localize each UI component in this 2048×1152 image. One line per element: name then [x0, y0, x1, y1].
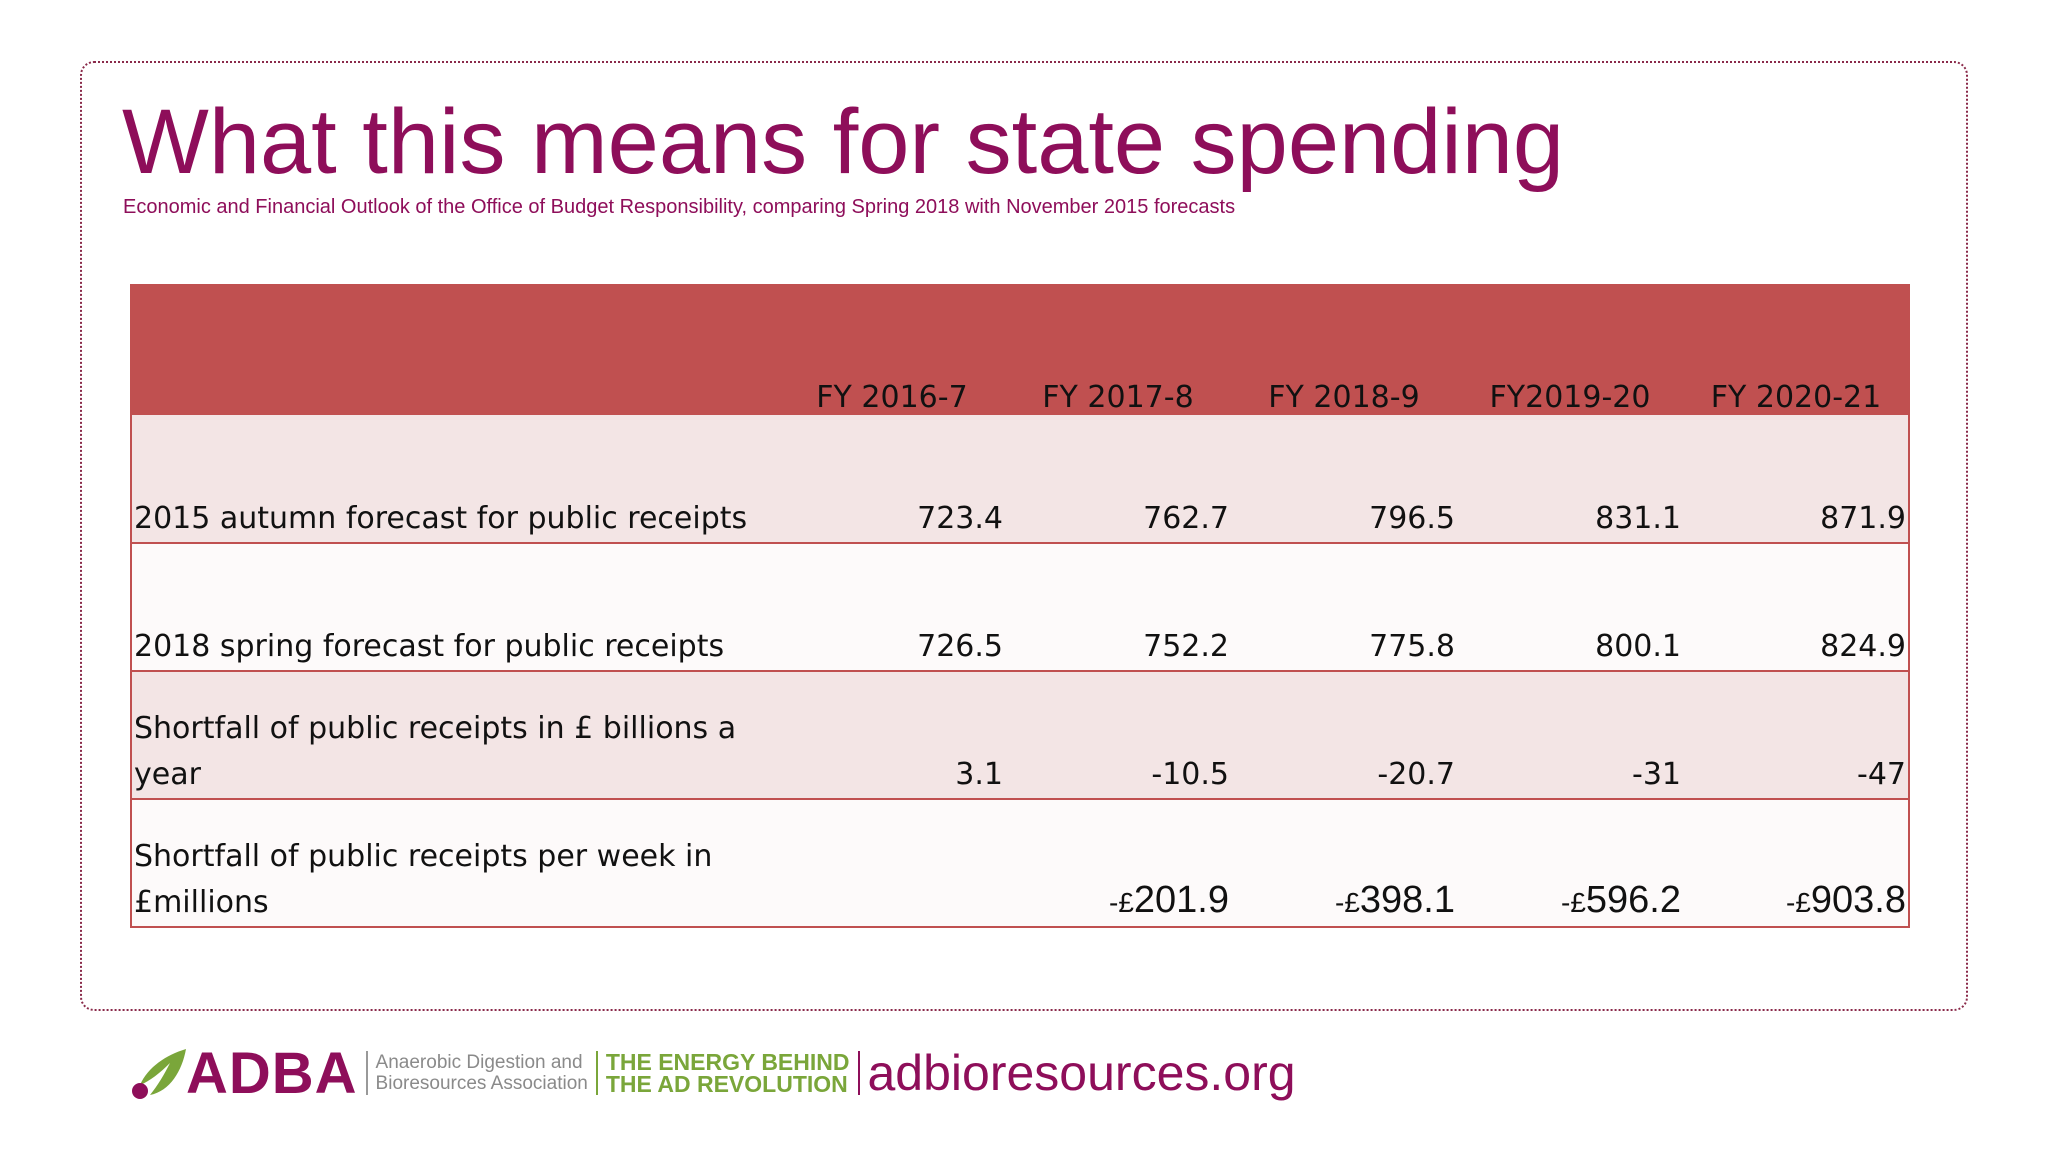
header-fy-2016-7: FY 2016-7	[778, 284, 1006, 415]
table-cell: -£398.1	[1231, 799, 1457, 928]
table-cell: 723.4	[779, 415, 1005, 544]
money-value: 596.2	[1585, 879, 1681, 921]
header-cell-blank	[130, 284, 780, 415]
table-cell: 831.1	[1457, 415, 1683, 544]
receipts-table: FY 2016-7 FY 2017-8 FY 2018-9 FY2019-20 …	[130, 284, 1910, 928]
table-cell: -£201.9	[1005, 799, 1231, 928]
table-header-row: FY 2016-7 FY 2017-8 FY 2018-9 FY2019-20 …	[130, 284, 1910, 415]
currency-prefix: -£	[1335, 887, 1360, 918]
table-cell: 800.1	[1457, 543, 1683, 672]
slide-subtitle: Economic and Financial Outlook of the Of…	[123, 196, 1236, 218]
currency-prefix: -£	[1109, 887, 1134, 918]
row-label: 2018 spring forecast for public receipts	[131, 543, 779, 672]
slide-title: What this means for state spending	[122, 91, 1565, 193]
money-value: 201.9	[1133, 879, 1229, 921]
row-label: Shortfall of public receipts per week in…	[131, 799, 779, 928]
table-cell: 824.9	[1683, 543, 1909, 672]
row-label: Shortfall of public receipts in £ billio…	[131, 671, 779, 800]
table-cell: 762.7	[1005, 415, 1231, 544]
currency-prefix: -£	[1561, 887, 1586, 918]
association-name: Anaerobic Digestion and Bioresources Ass…	[375, 1052, 588, 1094]
header-fy-2019-20: FY2019-20	[1456, 284, 1684, 415]
table-cell: -10.5	[1005, 671, 1231, 800]
header-fy-2017-8: FY 2017-8	[1004, 284, 1232, 415]
money-value: 398.1	[1359, 879, 1455, 921]
table-cell: 726.5	[779, 543, 1005, 672]
money-value: 903.8	[1810, 879, 1906, 921]
table-row: 2015 autumn forecast for public receipts…	[131, 415, 1909, 544]
header-fy-2020-21: FY 2020-21	[1682, 284, 1910, 415]
row-label: 2015 autumn forecast for public receipts	[131, 415, 779, 544]
tagline: THE ENERGY BEHIND THE AD REVOLUTION	[605, 1049, 850, 1097]
table-cell: 775.8	[1231, 543, 1457, 672]
table-cell: -31	[1457, 671, 1683, 800]
table-cell: -£903.8	[1683, 799, 1909, 928]
table-row: Shortfall of public receipts in £ billio…	[131, 671, 1909, 800]
table-cell: 3.1	[779, 671, 1005, 800]
divider	[857, 1051, 860, 1095]
table-cell: -20.7	[1231, 671, 1457, 800]
slide-frame	[80, 61, 1968, 1011]
table-cell: 752.2	[1005, 543, 1231, 672]
table-row: 2018 spring forecast for public receipts…	[131, 543, 1909, 672]
adba-leaf-icon	[132, 1049, 186, 1099]
adba-logo-text: ADBA	[186, 1040, 358, 1106]
table-cell: -47	[1683, 671, 1909, 800]
footer-branding: ADBA Anaerobic Digestion and Bioresource…	[130, 1038, 1430, 1108]
table-cell: 871.9	[1683, 415, 1909, 544]
website-text: adbioresources.org	[867, 1045, 1296, 1101]
header-fy-2018-9: FY 2018-9	[1230, 284, 1458, 415]
divider	[595, 1051, 598, 1095]
table-row: Shortfall of public receipts per week in…	[131, 799, 1909, 928]
table-cell: 796.5	[1231, 415, 1457, 544]
table-cell: -£596.2	[1457, 799, 1683, 928]
divider	[365, 1051, 368, 1095]
table-cell	[779, 799, 1005, 928]
currency-prefix: -£	[1786, 887, 1811, 918]
